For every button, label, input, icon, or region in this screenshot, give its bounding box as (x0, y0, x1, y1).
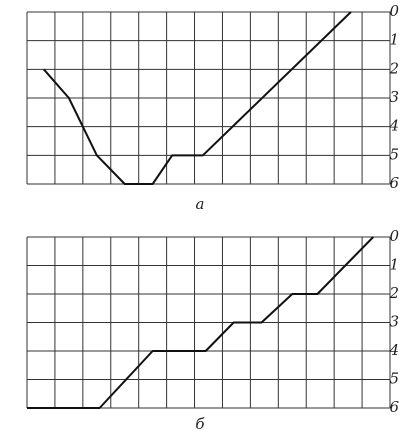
y-tick-label: 3 (389, 88, 399, 106)
y-tick-label: 0 (389, 2, 399, 20)
line (27, 236, 374, 409)
y-tick-label: 2 (388, 284, 399, 302)
y-tick-label: 4 (388, 117, 399, 135)
y-tick-label: 5 (389, 145, 399, 163)
y-tick-label: 4 (388, 341, 399, 359)
y-tick-label: 6 (389, 398, 399, 416)
y-tick-label: 5 (389, 370, 399, 388)
line (43, 11, 352, 185)
y-tick-label: 1 (389, 256, 399, 274)
y-tick-label: 2 (388, 59, 399, 77)
chart-caption: б (195, 415, 205, 433)
chart-caption: а (196, 195, 205, 213)
y-tick-label: 1 (389, 31, 399, 49)
y-tick-label: 0 (389, 227, 399, 245)
y-tick-label: 6 (389, 174, 399, 192)
y-tick-label: 3 (389, 313, 399, 331)
